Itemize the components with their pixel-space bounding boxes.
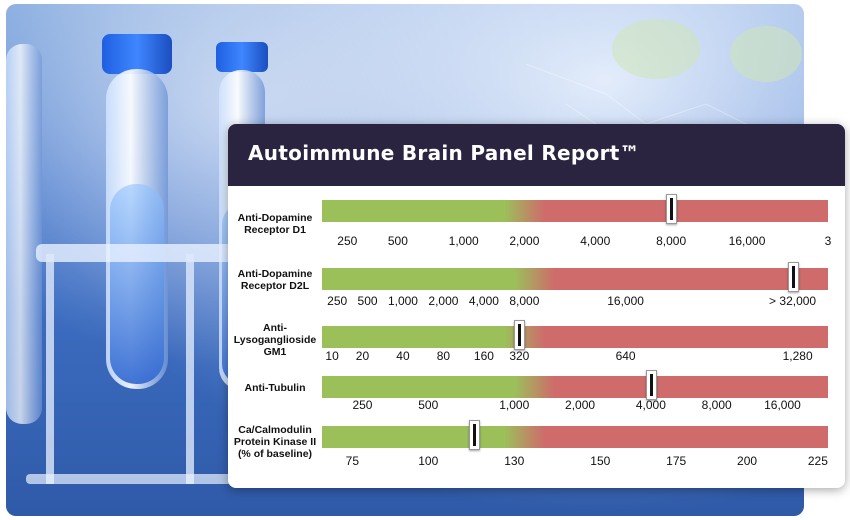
tick-label: 130	[504, 454, 525, 468]
tick-label: 8,000	[656, 234, 687, 248]
result-bar-lysoganglioside	[322, 326, 828, 348]
tick-label: 8,000	[509, 294, 540, 308]
tick-row: 75 100 130 150 175 200 225	[322, 454, 828, 470]
tick-label: 200	[737, 454, 758, 468]
tick-label: 16,000	[728, 234, 766, 248]
tick-label: 320	[509, 349, 530, 363]
row-label-camk2: Ca/Calmodulin Protein Kinase II (% of ba…	[233, 424, 317, 460]
tick-label: 2,000	[565, 398, 596, 412]
row-label-dopamine-d2l: Anti-Dopamine Receptor D2L	[237, 268, 313, 292]
tick-label: 160	[473, 349, 494, 363]
result-bar-dopamine-d1	[322, 200, 828, 222]
tick-label: 250	[352, 398, 373, 412]
result-marker-dopamine-d2l	[787, 262, 799, 292]
test-tube-icon	[102, 34, 172, 389]
tick-label: 2,000	[428, 294, 459, 308]
row-label-tubulin: Anti-Tubulin	[244, 382, 306, 394]
report-title: Autoimmune Brain Panel Report™	[248, 141, 640, 165]
tick-label: 4,000	[468, 294, 499, 308]
test-tube-icon	[6, 44, 42, 424]
tick-label: 1,000	[499, 398, 530, 412]
tick-label: 1,000	[387, 294, 418, 308]
tick-row: 10 20 40 80 160 320 640 1,280	[322, 349, 828, 365]
report-card: Autoimmune Brain Panel Report™ Anti-Dopa…	[228, 124, 845, 488]
tick-row: 250 500 1,000 2,000 4,000 8,000 16,000	[322, 398, 828, 414]
result-bar-dopamine-d2l	[322, 268, 828, 290]
result-marker-tubulin	[645, 370, 657, 400]
tick-label: 500	[387, 234, 408, 248]
result-marker-lysoganglioside	[514, 320, 526, 350]
brain-icon	[612, 19, 802, 82]
tick-label: 75	[345, 454, 360, 468]
report-header: Autoimmune Brain Panel Report™	[228, 124, 845, 186]
tick-label: 175	[666, 454, 687, 468]
tick-label: 150	[590, 454, 611, 468]
tick-label: 4,000	[580, 234, 611, 248]
tick-label: 640	[615, 349, 636, 363]
tick-label: 20	[355, 349, 370, 363]
tick-label: 1,280	[782, 349, 813, 363]
tick-label: 1,000	[448, 234, 479, 248]
tick-label: 8,000	[701, 398, 732, 412]
result-marker-camk2	[468, 420, 480, 450]
tick-label: 250	[337, 234, 358, 248]
result-marker-dopamine-d1	[666, 194, 678, 224]
row-label-dopamine-d1: Anti-Dopamine Receptor D1	[237, 212, 313, 236]
tick-label: 40	[396, 349, 410, 363]
result-bar-tubulin	[322, 376, 828, 398]
row-label-lysoganglioside: Anti-Lysoganglioside GM1	[233, 322, 317, 358]
tick-label: 225	[807, 454, 828, 468]
tick-label: 100	[418, 454, 439, 468]
tick-label: 3	[824, 234, 832, 248]
tick-row: 250 500 1,000 2,000 4,000 8,000 16,000 3	[322, 234, 831, 250]
tick-label: 4,000	[635, 398, 666, 412]
tick-label: 80	[436, 349, 451, 363]
tick-label: 500	[357, 294, 378, 308]
result-bar-camk2	[322, 426, 828, 448]
tick-label: 10	[325, 349, 339, 363]
tick-label: > 32,000	[769, 294, 817, 308]
tick-label: 2,000	[509, 234, 540, 248]
tick-label: 500	[418, 398, 439, 412]
tick-row: 250 500 1,000 2,000 4,000 8,000 16,000 > 32,000	[322, 294, 828, 310]
tick-label: 16,000	[607, 294, 644, 308]
tick-label: 16,000	[764, 398, 801, 412]
tick-label: 250	[327, 294, 348, 308]
